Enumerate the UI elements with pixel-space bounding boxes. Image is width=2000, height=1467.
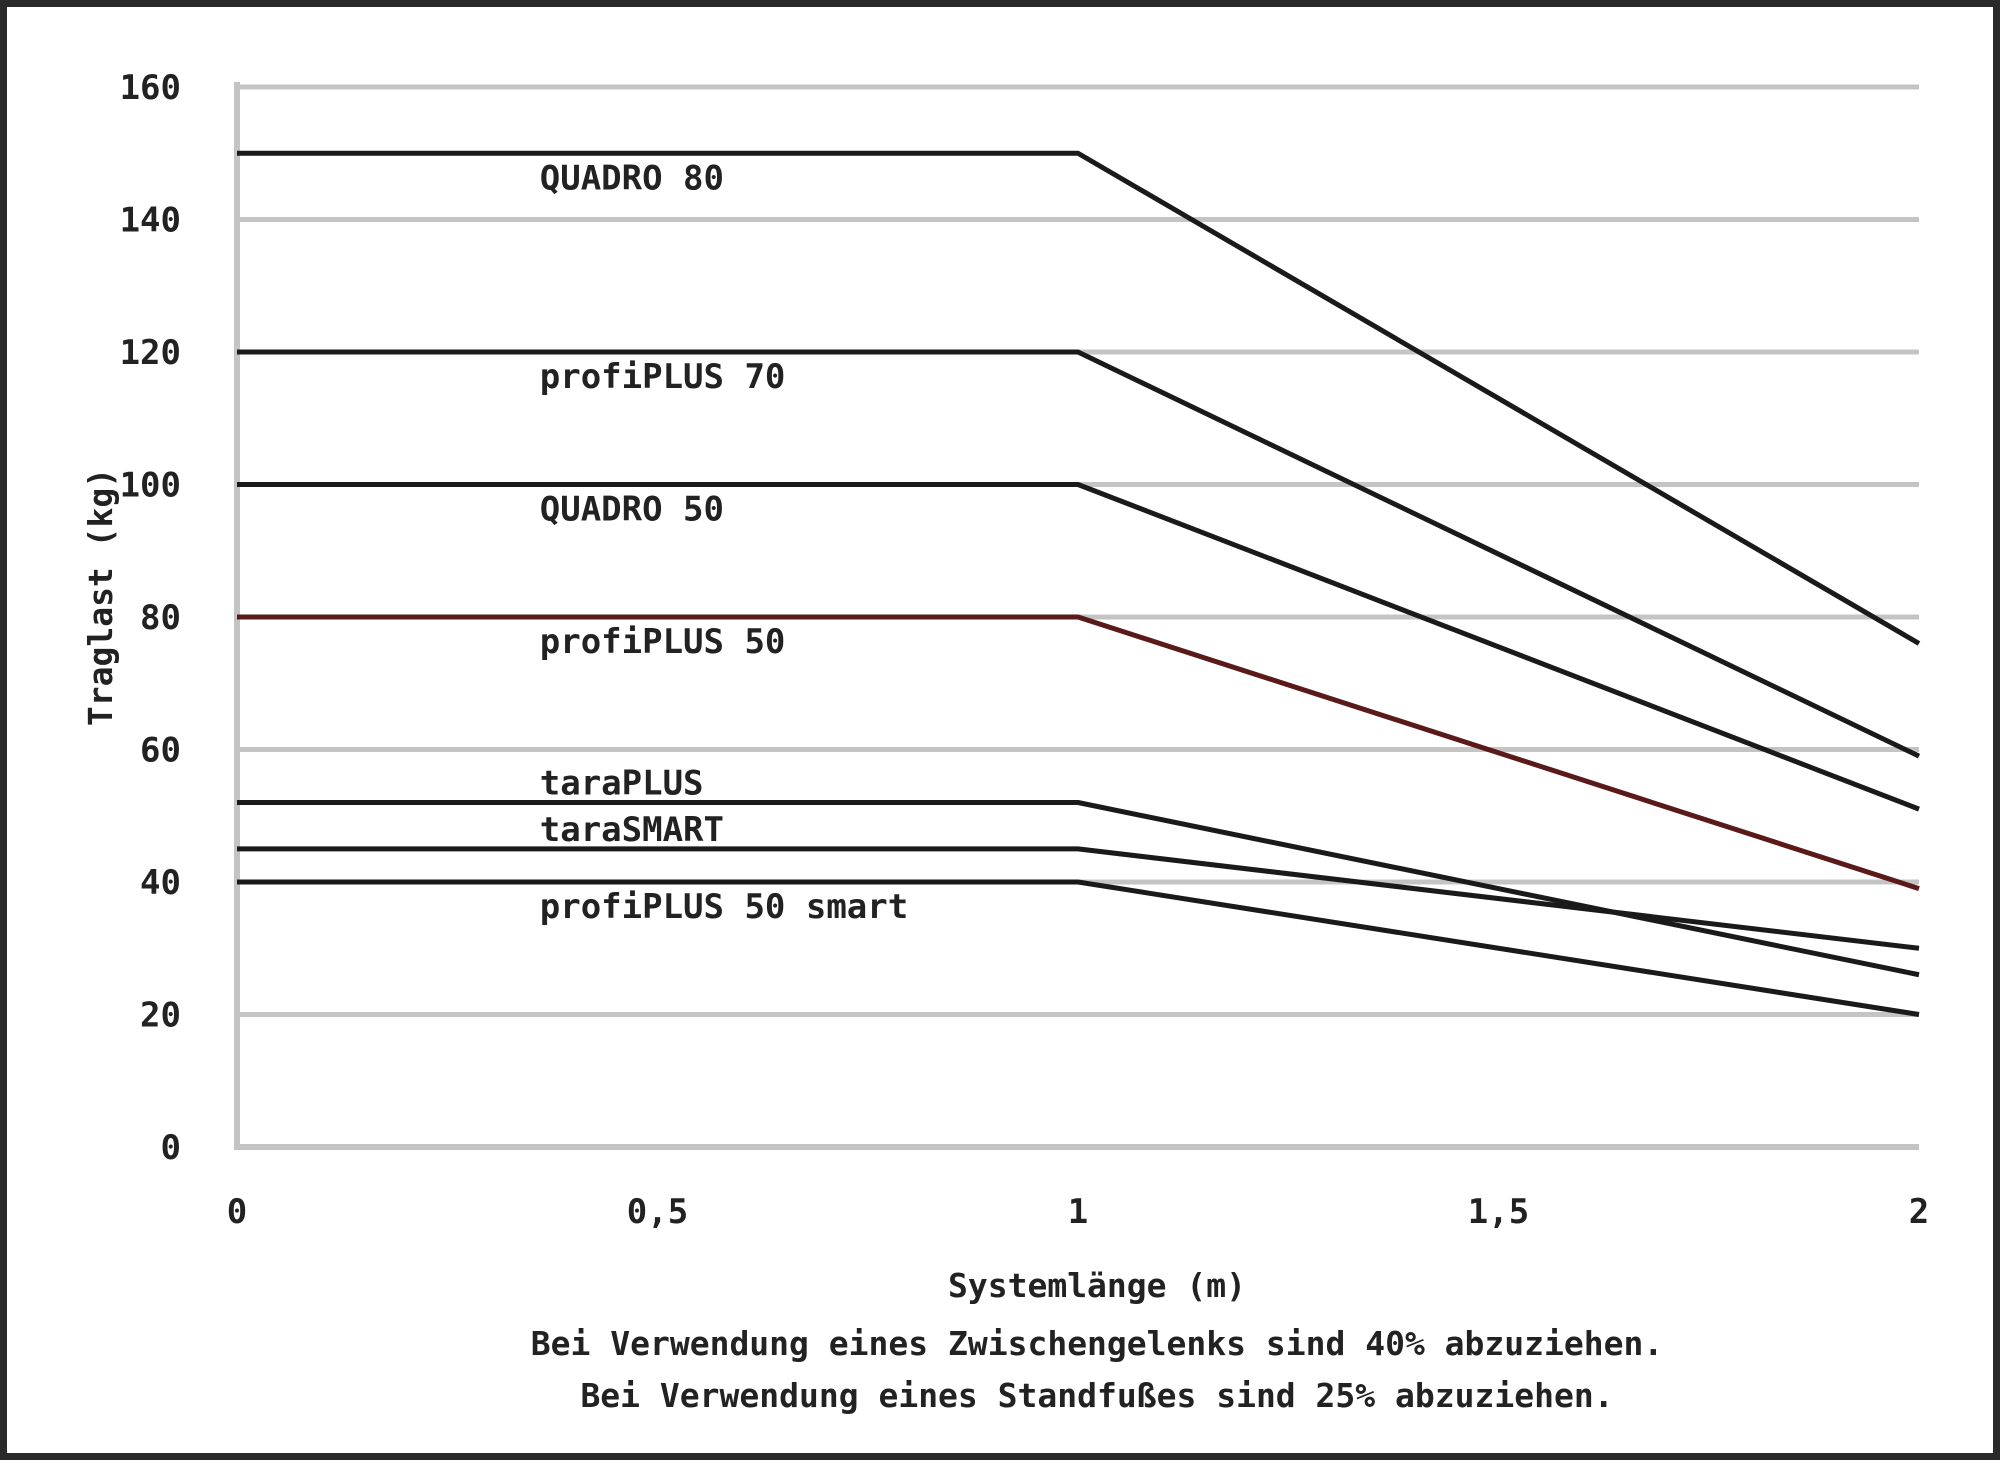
- load-chart: QUADRO 80 profiPLUS 70 QUADRO 50 profiPLUS …: [81, 68, 1929, 1415]
- y-axis-title: Traglast (kg): [81, 468, 120, 726]
- series-line-tarasmart: [237, 846, 1920, 951]
- series-line-quadro-80: [237, 150, 1921, 646]
- x-axis-title: Systemlänge (m): [948, 1266, 1246, 1305]
- note-zwischengelenk: Bei Verwendung eines Zwischengelenks sin…: [531, 1324, 1663, 1363]
- y-tick-20: 20: [140, 996, 181, 1036]
- series-labels: QUADRO 80 profiPLUS 70 QUADRO 50 profiPLUS …: [540, 158, 908, 927]
- y-tick-60: 60: [140, 731, 181, 771]
- y-tick-140: 140: [120, 201, 181, 241]
- y-tick-80: 80: [140, 598, 181, 638]
- y-tick-40: 40: [140, 863, 181, 903]
- series-label-quadro-80: QUADRO 80: [540, 158, 724, 198]
- x-tick-0: 0: [227, 1192, 247, 1232]
- x-tick-1-5: 1,5: [1468, 1192, 1529, 1232]
- series-label-profiplus-50-smart: profiPLUS 50 smart: [540, 887, 908, 927]
- series-label-taraplus: taraPLUS: [540, 764, 704, 804]
- x-tick-1: 1: [1068, 1192, 1088, 1232]
- y-tick-160: 160: [120, 68, 181, 108]
- y-tick-labels: 0 20 40 60 80 100 120 140 160: [120, 68, 181, 1168]
- series-label-profiplus-70: profiPLUS 70: [540, 357, 786, 397]
- note-standfuss: Bei Verwendung eines Standfußes sind 25%…: [580, 1376, 1613, 1415]
- grid-layer: [237, 84, 1919, 1017]
- x-tick-labels: 0 0,5 1 1,5 2: [227, 1192, 1929, 1232]
- x-tick-0-5: 0,5: [627, 1192, 688, 1232]
- x-tick-2: 2: [1909, 1192, 1929, 1232]
- series-line-profiplus-50-smart: [237, 879, 1920, 1017]
- series-lines: [237, 150, 1921, 1017]
- series-label-profiplus-50: profiPLUS 50: [540, 622, 786, 662]
- y-tick-100: 100: [120, 466, 181, 506]
- series-line-profiplus-50: [237, 614, 1920, 892]
- series-line-quadro-50: [237, 482, 1920, 812]
- series-line-profiplus-70: [237, 349, 1921, 759]
- series-label-tarasmart: taraSMART: [540, 810, 724, 850]
- series-line-taraplus: [237, 800, 1920, 978]
- series-label-quadro-50: QUADRO 50: [540, 490, 724, 530]
- y-tick-120: 120: [120, 333, 181, 373]
- y-tick-0: 0: [161, 1128, 181, 1168]
